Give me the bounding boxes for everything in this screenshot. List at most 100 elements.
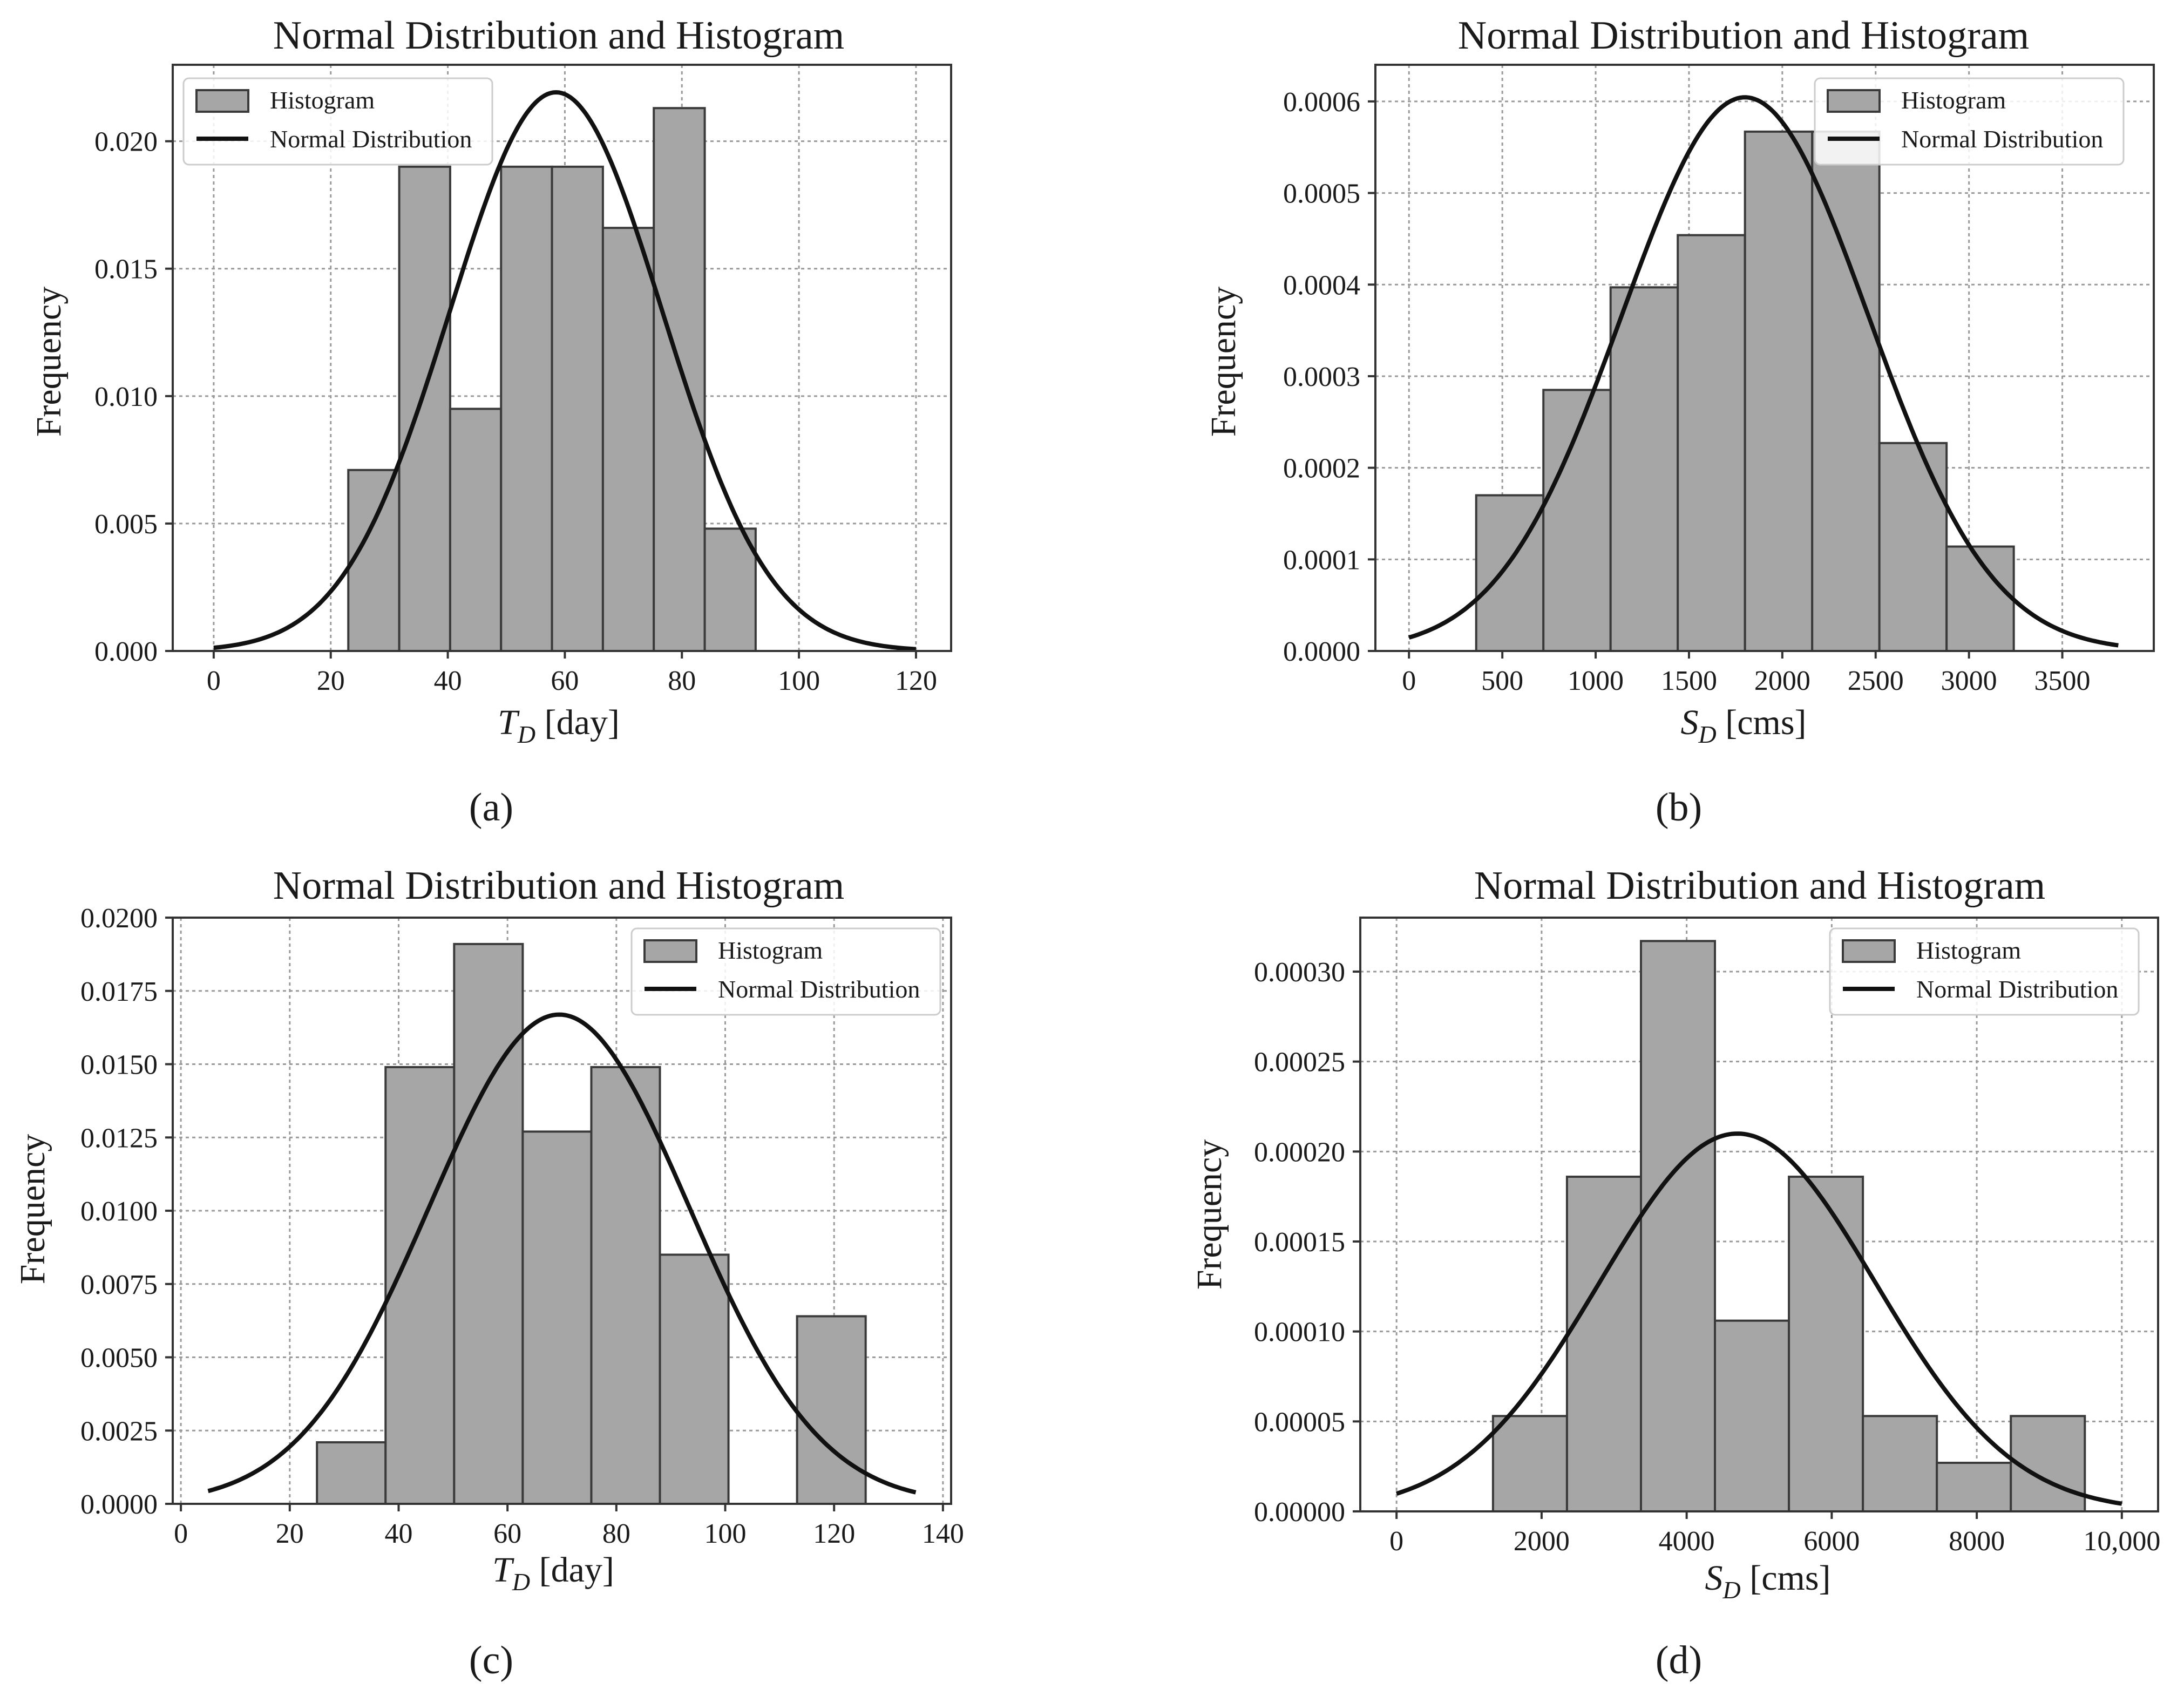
y-tick-label: 0.00000 — [1254, 1497, 1345, 1528]
legend-box — [182, 77, 493, 166]
histogram-bar — [316, 1441, 387, 1505]
x-tick-label: 0 — [1389, 1526, 1403, 1557]
legend-box — [1814, 77, 2125, 166]
x-tick-label: 120 — [895, 666, 937, 696]
legend: Histogram Normal Distribution — [1814, 77, 2125, 166]
normal-distribution-curve — [1395, 1131, 2122, 1506]
x-tick-label: 40 — [384, 1518, 412, 1549]
x-tick-label: 80 — [602, 1518, 630, 1549]
x-tick-label: 140 — [922, 1518, 964, 1549]
x-tick-label: 20 — [276, 1518, 304, 1549]
histogram-bar — [1788, 1176, 1864, 1512]
histogram-bar — [659, 1253, 730, 1505]
legend-histogram-swatch — [643, 939, 697, 963]
legend-histogram-swatch — [195, 89, 249, 113]
histogram-bar — [1811, 130, 1881, 652]
panel-c: Normal Distribution and Histogram 0 20 40 6… — [13, 864, 964, 1683]
y-tick-label: 0.00005 — [1254, 1407, 1345, 1437]
x-axis-label-space — [535, 703, 545, 742]
x-tick-label: 2000 — [1754, 666, 1810, 696]
legend: Histogram Normal Distribution — [182, 77, 493, 166]
y-tick-label: 0.005 — [94, 509, 158, 540]
y-tick-label: 0.0005 — [1283, 179, 1360, 209]
x-tick-label: 4000 — [1659, 1526, 1715, 1557]
x-tick-label: 60 — [551, 666, 579, 696]
y-tick-label: 0.0004 — [1283, 270, 1360, 301]
legend-normal-label: Normal Distribution — [718, 975, 920, 1003]
panel-a: Normal Distribution and Histogram 0 20 40 6… — [29, 13, 952, 830]
legend-box — [630, 927, 941, 1016]
plot-frame — [172, 64, 952, 652]
plot-frame — [1374, 64, 2155, 652]
x-axis-label-symbol: T — [492, 1550, 514, 1590]
x-tick-label: 3000 — [1941, 666, 1997, 696]
histogram-bar — [703, 527, 757, 652]
x-axis-label-subscript: D — [512, 1568, 530, 1596]
x-tick-label: 60 — [493, 1518, 521, 1549]
y-tick-label: 0.0125 — [80, 1123, 158, 1154]
legend-normal-label: Normal Distribution — [270, 125, 472, 153]
histogram-bar — [1714, 1319, 1790, 1513]
histogram-bar — [453, 942, 524, 1505]
x-tick-label: 0 — [174, 1518, 188, 1549]
histogram-bar — [653, 107, 706, 652]
x-tick-label: 80 — [668, 666, 696, 696]
y-tick-label: 0.0050 — [80, 1343, 158, 1374]
x-axis-label-symbol: S — [1705, 1558, 1722, 1598]
histogram-bar — [500, 165, 553, 652]
histogram-bar — [590, 1066, 661, 1505]
histogram-bar — [1609, 286, 1679, 652]
y-tick-label: 0.010 — [94, 382, 158, 412]
panel-b: Normal Distribution and Histogram 0 500 10… — [1204, 13, 2155, 830]
y-tick-label: 0.00025 — [1254, 1047, 1345, 1078]
histogram-bar — [1744, 130, 1814, 652]
x-tick-label: 10,000 — [2083, 1526, 2160, 1557]
legend: Histogram Normal Distribution — [630, 927, 941, 1016]
x-tick-label: 0 — [207, 666, 221, 696]
histogram-bar — [601, 227, 655, 653]
histogram-bar — [551, 165, 604, 652]
x-tick-label: 2500 — [1848, 666, 1904, 696]
normal-distribution-curve — [207, 1012, 917, 1495]
y-tick-label: 0.0001 — [1283, 545, 1360, 575]
x-axis-label: SD [cms] — [1680, 703, 1806, 748]
y-tick-label: 0.020 — [94, 127, 158, 158]
x-axis-label-space — [530, 1550, 539, 1590]
x-axis-label-unit: [day] — [539, 1550, 614, 1590]
y-axis-label: Frequency — [29, 287, 69, 437]
legend: Histogram Normal Distribution — [1829, 927, 2140, 1016]
y-tick-label: 0.015 — [94, 254, 158, 285]
legend-normal-label: Normal Distribution — [1916, 975, 2118, 1003]
x-axis-label-space — [1717, 703, 1726, 742]
legend-histogram-label: Histogram — [718, 937, 823, 964]
legend-box — [1829, 927, 2140, 1016]
panel-label: (c) — [469, 1638, 513, 1683]
legend-histogram-label: Histogram — [1901, 86, 2006, 114]
x-axis-label: TD [day] — [498, 703, 620, 748]
legend-histogram-label: Histogram — [270, 86, 375, 114]
x-axis-label-subscript: D — [1722, 1576, 1740, 1604]
legend-histogram-swatch — [1827, 89, 1881, 113]
histogram-bar — [796, 1315, 867, 1505]
legend-normal-label: Normal Distribution — [1901, 125, 2103, 153]
histogram-bar — [1936, 1462, 2012, 1512]
histogram-bar — [449, 408, 503, 652]
x-axis-label-symbol: T — [498, 703, 520, 742]
y-tick-label: 0.0002 — [1283, 453, 1360, 484]
y-axis-label: Frequency — [1190, 1139, 1229, 1290]
histogram-bar — [347, 469, 401, 652]
x-tick-label: 1500 — [1661, 666, 1717, 696]
y-tick-label: 0.00015 — [1254, 1227, 1345, 1258]
panel-d: Normal Distribution and Histogram 0 2000 4… — [1190, 864, 2160, 1683]
y-tick-label: 0.000 — [94, 636, 158, 667]
y-tick-label: 0.0150 — [80, 1050, 158, 1081]
histogram-bar — [1491, 1415, 1568, 1512]
histogram-bar — [2010, 1415, 2086, 1512]
histogram-bar — [521, 1130, 593, 1505]
chart-title: Normal Distribution and Histogram — [1474, 864, 2045, 908]
y-tick-label: 0.0025 — [80, 1416, 158, 1447]
x-tick-label: 3500 — [2034, 666, 2091, 696]
histogram-bar — [1677, 234, 1746, 652]
plot-frame — [1359, 917, 2159, 1512]
